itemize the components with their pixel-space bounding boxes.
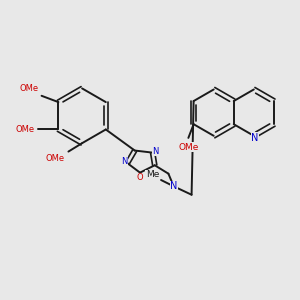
Text: O: O [137, 173, 143, 182]
Text: OMe: OMe [20, 84, 38, 93]
Text: N: N [251, 133, 259, 143]
Text: N: N [170, 181, 177, 191]
Text: Me: Me [146, 170, 159, 179]
Text: N: N [153, 147, 159, 156]
Text: OMe: OMe [178, 143, 199, 152]
Text: OMe: OMe [15, 125, 34, 134]
Text: OMe: OMe [45, 154, 64, 164]
Text: N: N [121, 157, 128, 166]
